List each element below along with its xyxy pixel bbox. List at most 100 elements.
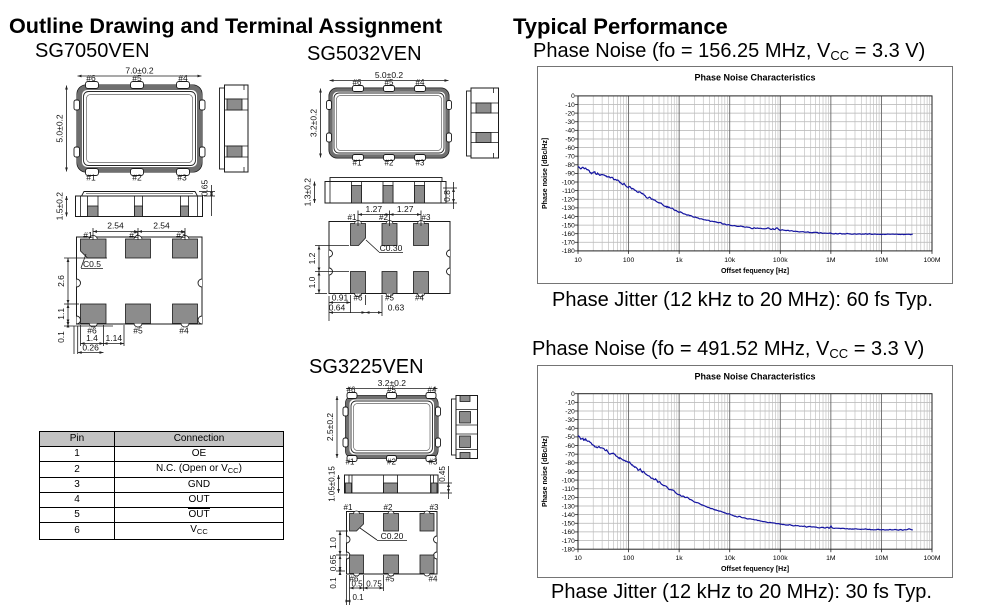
svg-text:0.8: 0.8 <box>442 190 452 202</box>
svg-text:-60: -60 <box>565 443 575 450</box>
svg-text:-120: -120 <box>562 495 576 502</box>
svg-text:#5: #5 <box>133 326 143 336</box>
svg-text:#1: #1 <box>348 213 357 222</box>
svg-text:10M: 10M <box>875 257 889 264</box>
svg-text:-100: -100 <box>562 477 576 484</box>
svg-text:-50: -50 <box>565 136 575 143</box>
svg-text:Phase noise [dBc/Hz]: Phase noise [dBc/Hz] <box>542 436 549 507</box>
svg-text:#5: #5 <box>387 386 396 395</box>
svg-text:-90: -90 <box>565 171 575 178</box>
svg-text:-150: -150 <box>562 222 576 229</box>
svg-text:0.75: 0.75 <box>366 580 382 589</box>
svg-text:#4: #4 <box>428 386 437 395</box>
svg-text:-140: -140 <box>562 512 576 519</box>
svg-text:-70: -70 <box>565 153 575 160</box>
svg-text:100k: 100k <box>773 555 788 562</box>
svg-text:10: 10 <box>574 555 582 562</box>
svg-text:-10: -10 <box>565 102 575 109</box>
svg-text:#4: #4 <box>429 575 438 584</box>
svg-text:-140: -140 <box>562 214 576 221</box>
svg-text:#2: #2 <box>129 230 139 240</box>
svg-text:Offset fequency [Hz]: Offset fequency [Hz] <box>721 566 789 573</box>
svg-text:10M: 10M <box>875 555 889 562</box>
svg-text:#1: #1 <box>353 159 362 168</box>
svg-text:0.91: 0.91 <box>332 293 349 303</box>
svg-text:#3: #3 <box>176 230 186 240</box>
svg-text:0.1: 0.1 <box>329 577 338 589</box>
svg-text:#4: #4 <box>416 78 425 87</box>
svg-text:10k: 10k <box>724 257 736 264</box>
svg-text:-170: -170 <box>562 240 576 247</box>
svg-text:2.5±0.2: 2.5±0.2 <box>325 413 335 442</box>
svg-text:Phase Noise Characteristics: Phase Noise Characteristics <box>694 73 815 83</box>
svg-text:100k: 100k <box>773 257 788 264</box>
svg-text:#5: #5 <box>386 575 395 584</box>
svg-text:1M: 1M <box>826 555 836 562</box>
svg-text:-120: -120 <box>562 197 576 204</box>
svg-text:-80: -80 <box>565 460 575 467</box>
svg-text:0: 0 <box>571 93 575 100</box>
svg-text:-150: -150 <box>562 521 576 528</box>
svg-text:#3: #3 <box>177 173 187 183</box>
svg-text:#6: #6 <box>86 73 96 83</box>
svg-text:#3: #3 <box>429 458 438 467</box>
svg-text:#4: #4 <box>415 294 424 303</box>
svg-text:#1: #1 <box>346 458 355 467</box>
svg-text:#1: #1 <box>83 230 93 240</box>
svg-text:0.1: 0.1 <box>352 593 364 602</box>
svg-text:0.26: 0.26 <box>82 343 99 353</box>
svg-text:10: 10 <box>574 257 582 264</box>
svg-text:5.0±0.2: 5.0±0.2 <box>375 70 404 80</box>
svg-text:1.0: 1.0 <box>328 537 338 549</box>
svg-text:-100: -100 <box>562 179 576 186</box>
svg-text:-40: -40 <box>565 426 575 433</box>
svg-text:#3: #3 <box>422 213 431 222</box>
svg-text:-90: -90 <box>565 469 575 476</box>
svg-text:3.2±0.2: 3.2±0.2 <box>378 378 407 388</box>
svg-text:1M: 1M <box>826 257 836 264</box>
svg-text:-70: -70 <box>565 451 575 458</box>
svg-text:-110: -110 <box>562 486 575 493</box>
svg-text:-130: -130 <box>562 205 576 212</box>
svg-text:#4: #4 <box>179 326 189 336</box>
svg-text:-30: -30 <box>565 119 575 126</box>
svg-text:#6: #6 <box>350 575 359 584</box>
svg-text:-50: -50 <box>565 434 575 441</box>
svg-text:1.27: 1.27 <box>366 204 383 214</box>
svg-text:0: 0 <box>571 391 575 398</box>
svg-text:1.05±0.15: 1.05±0.15 <box>328 466 337 502</box>
svg-text:2.54: 2.54 <box>153 221 170 231</box>
svg-text:0.64: 0.64 <box>329 303 346 313</box>
svg-text:-180: -180 <box>562 547 576 554</box>
svg-text:#1: #1 <box>86 173 96 183</box>
svg-text:-10: -10 <box>565 400 575 407</box>
svg-text:#6: #6 <box>87 326 97 336</box>
svg-text:2.54: 2.54 <box>107 221 124 231</box>
svg-text:0.63: 0.63 <box>388 303 405 313</box>
svg-text:-160: -160 <box>562 529 576 536</box>
svg-text:#3: #3 <box>430 503 439 512</box>
svg-text:1.5±0.2: 1.5±0.2 <box>55 192 65 221</box>
svg-text:#2: #2 <box>379 213 388 222</box>
svg-text:-30: -30 <box>565 417 575 424</box>
svg-text:1.1: 1.1 <box>56 308 66 320</box>
svg-text:#2: #2 <box>132 173 142 183</box>
svg-text:Phase Noise Characteristics: Phase Noise Characteristics <box>694 372 815 382</box>
svg-text:-20: -20 <box>565 110 575 117</box>
svg-text:0.65: 0.65 <box>200 179 210 196</box>
svg-text:-20: -20 <box>565 408 575 415</box>
svg-text:#6: #6 <box>354 294 363 303</box>
svg-text:Phase noise [dBc/Hz]: Phase noise [dBc/Hz] <box>542 138 549 209</box>
svg-text:5.0±0.2: 5.0±0.2 <box>55 114 65 143</box>
svg-text:-60: -60 <box>565 145 575 152</box>
svg-text:100M: 100M <box>923 257 940 264</box>
svg-text:C0.20: C0.20 <box>381 531 404 541</box>
svg-text:1.27: 1.27 <box>397 204 414 214</box>
svg-text:1.4: 1.4 <box>86 333 98 343</box>
svg-text:#3: #3 <box>416 159 425 168</box>
svg-text:1.2: 1.2 <box>307 252 317 264</box>
svg-text:#2: #2 <box>385 159 394 168</box>
svg-text:-130: -130 <box>562 503 576 510</box>
svg-text:10k: 10k <box>724 555 736 562</box>
svg-text:-170: -170 <box>562 538 576 545</box>
